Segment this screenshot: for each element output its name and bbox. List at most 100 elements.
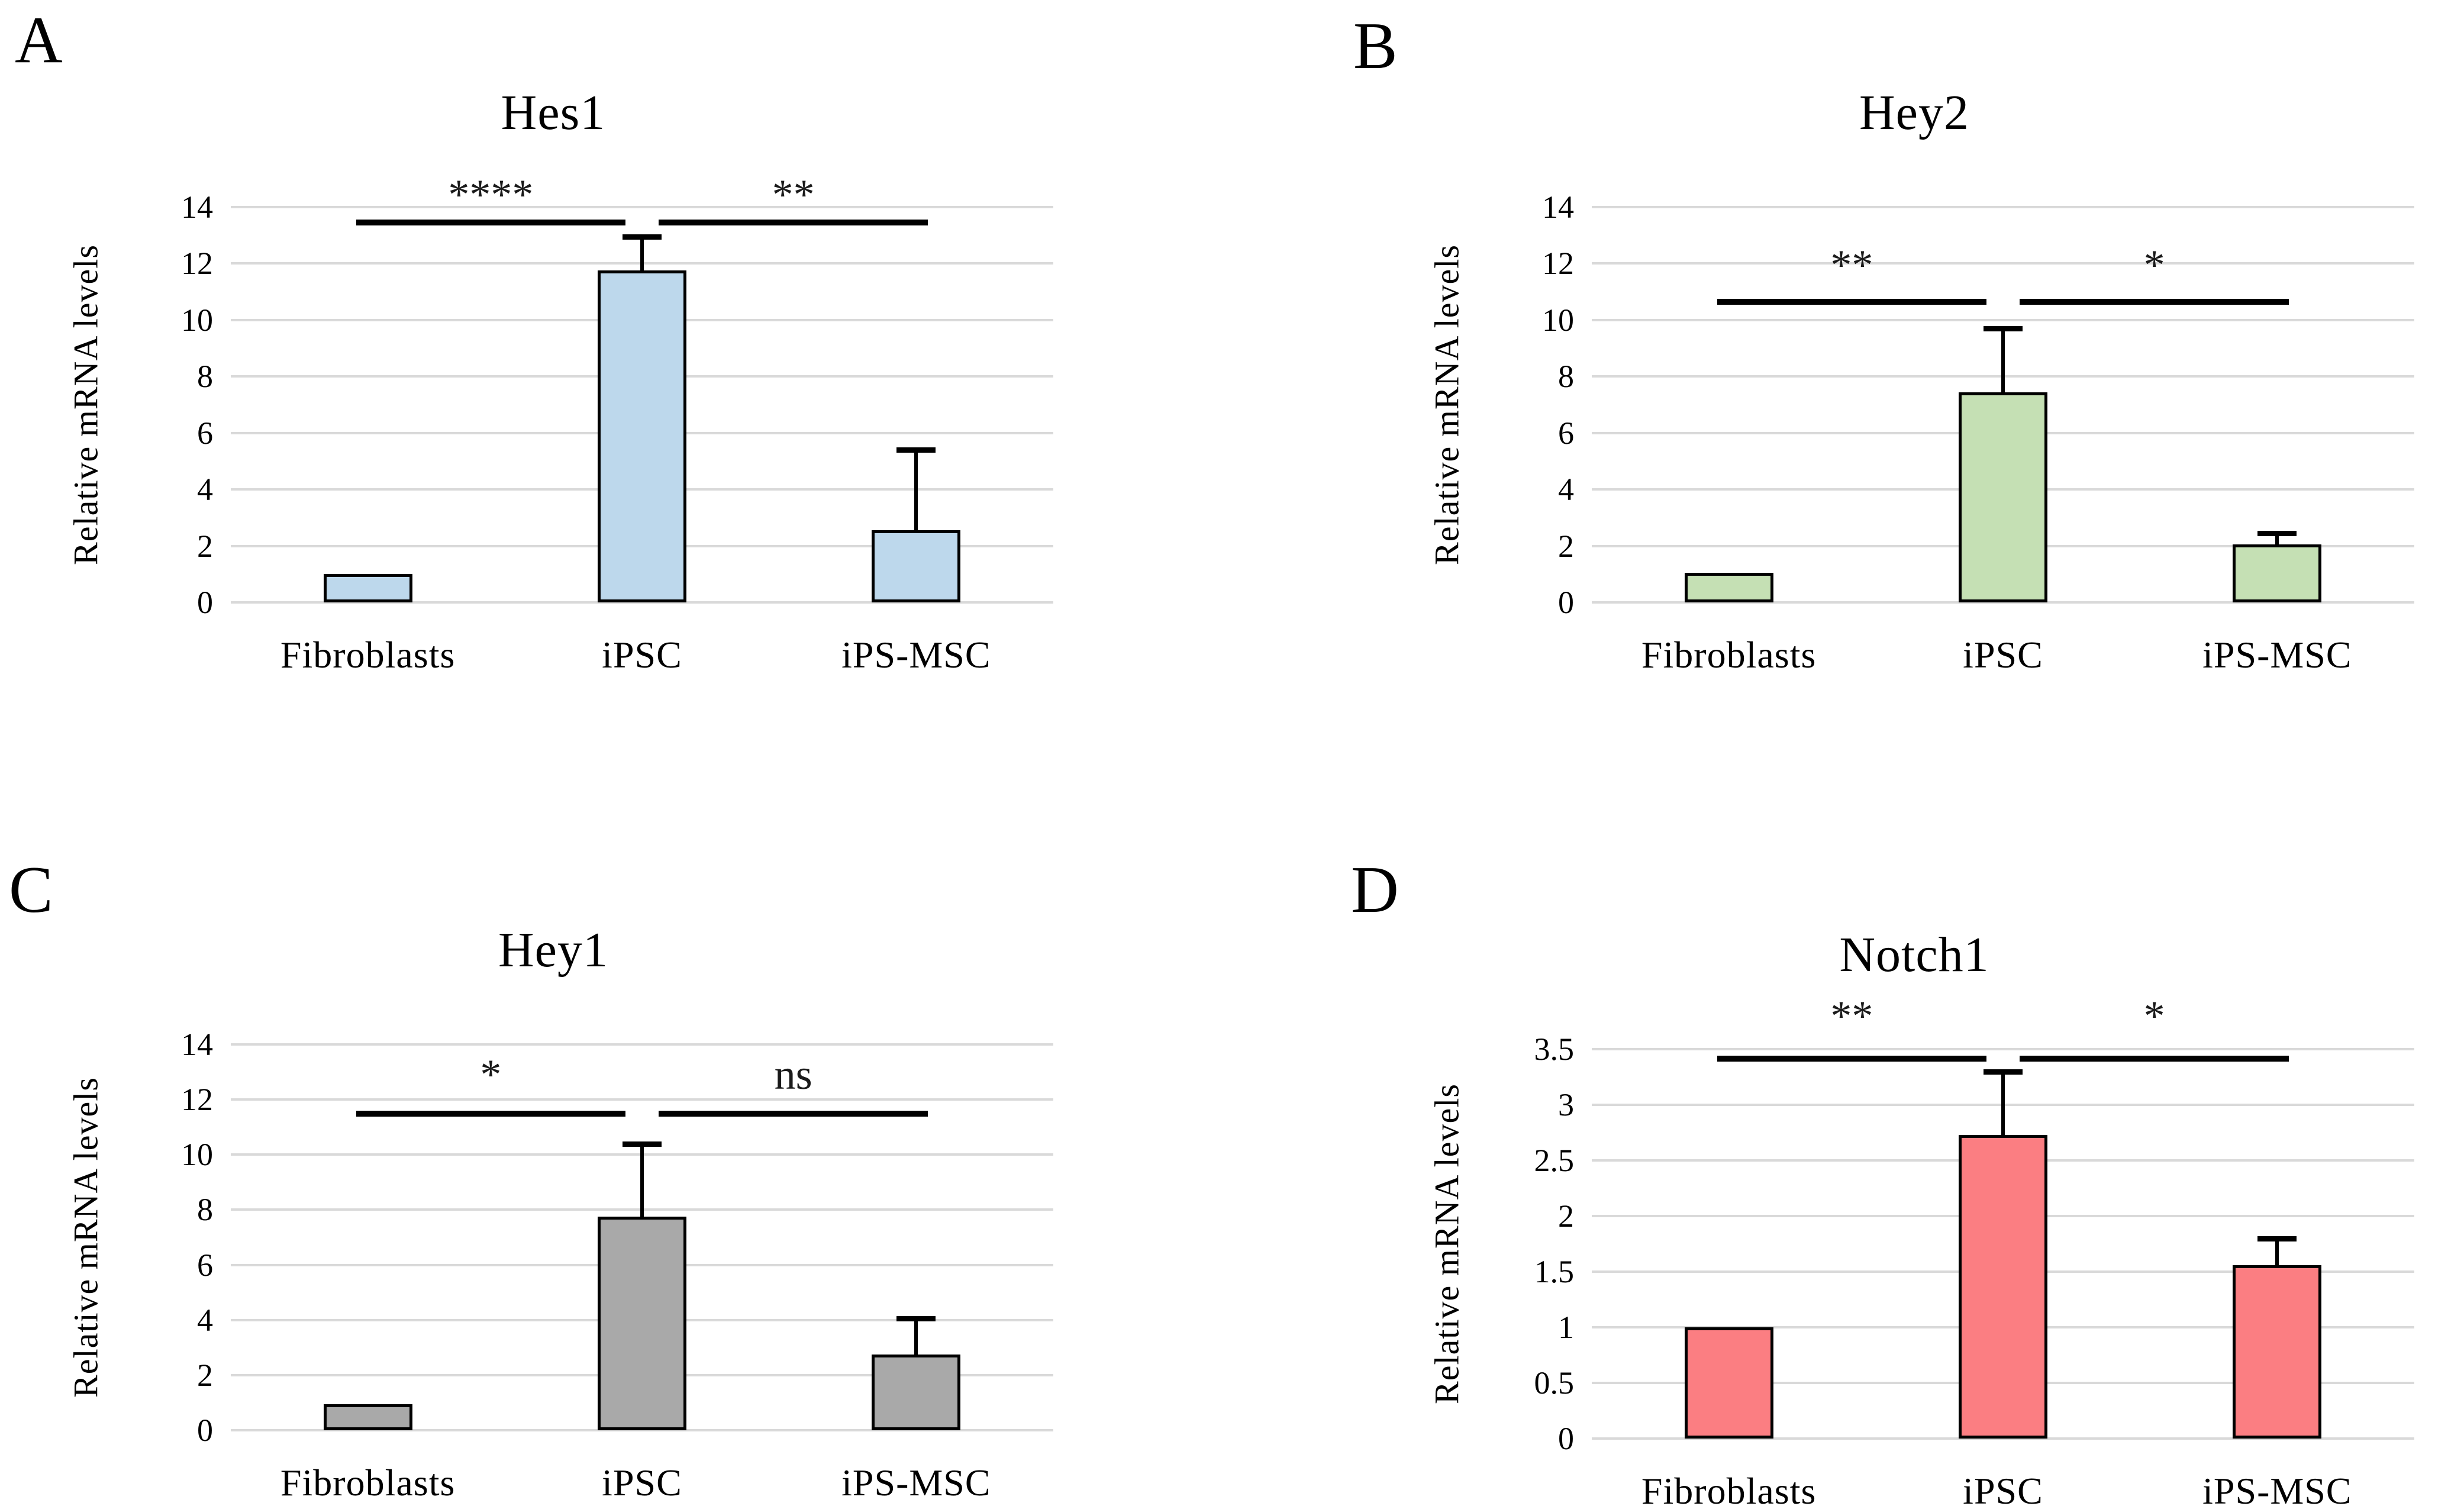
- y-tick-label: 10: [181, 302, 213, 338]
- error-bar-cap: [623, 234, 662, 240]
- y-tick-label: 12: [1542, 246, 1574, 282]
- plot-area: Fibroblasts iPSC iPS-MSC ** *: [1592, 206, 2414, 676]
- error-bar-cap: [623, 1141, 662, 1147]
- y-tick-label: 6: [197, 415, 213, 451]
- y-tick-label: 0: [1558, 1421, 1574, 1456]
- significance-line: [1717, 1056, 1986, 1062]
- x-axis-category-label: Fibroblasts: [1641, 1470, 1817, 1506]
- y-tick-label: 4: [197, 472, 213, 508]
- significance-label: **: [1830, 992, 1873, 1040]
- x-axis-category-label: iPS-MSC: [2202, 634, 2352, 676]
- bar-Fibroblasts: [323, 574, 412, 602]
- y-tick-label: 10: [1542, 302, 1574, 338]
- error-bar-cap: [2257, 531, 2297, 537]
- bar-Fibroblasts: [323, 1404, 412, 1430]
- gridline: [1592, 262, 2414, 265]
- error-bar: [2001, 1071, 2005, 1135]
- significance-label: **: [772, 170, 815, 218]
- bar-iPS-MSC: [872, 1354, 961, 1430]
- plot-area: Fibroblasts iPSC iPS-MSC **** **: [231, 173, 1053, 676]
- y-tick-label: 0.5: [1534, 1365, 1575, 1401]
- x-axis-category-label: iPSC: [1963, 634, 2043, 676]
- gridline: [1592, 1048, 2414, 1050]
- y-tick-label: 2: [1558, 1198, 1574, 1234]
- significance-line: [2020, 299, 2289, 305]
- x-axis-category-label: Fibroblasts: [280, 1462, 456, 1504]
- bar-iPSC: [598, 270, 686, 602]
- bar-iPSC: [598, 1217, 686, 1430]
- significance-line: [356, 220, 625, 226]
- y-tick-label: 12: [181, 246, 213, 282]
- gridline: [1592, 1437, 2414, 1440]
- x-axis-category-label: iPS-MSC: [841, 634, 991, 676]
- y-tick-label: 6: [1558, 415, 1574, 451]
- x-axis-category-label: Fibroblasts: [1641, 634, 1817, 676]
- error-bar: [914, 450, 918, 531]
- y-tick-label: 4: [1558, 472, 1574, 508]
- x-axis-category-label: iPSC: [602, 1462, 682, 1504]
- y-tick-label: 14: [181, 1027, 213, 1062]
- panel-letter-d: D: [1351, 853, 1399, 927]
- gridline: [231, 1098, 1053, 1101]
- significance-label: ****: [448, 170, 534, 218]
- bar-Fibroblasts: [1684, 1327, 1773, 1439]
- y-tick-label: 0: [197, 585, 213, 620]
- y-tick-label: 12: [181, 1082, 213, 1118]
- gridline: [1592, 206, 2414, 208]
- y-tick-label: 2.5: [1534, 1143, 1575, 1178]
- y-tick-label: 1.5: [1534, 1254, 1575, 1289]
- y-tick-label: 2: [1558, 528, 1574, 564]
- chart-title-notch1: Notch1: [1839, 927, 1989, 982]
- error-bar-cap: [1984, 1069, 2023, 1075]
- chart-title-hes1: Hes1: [501, 85, 606, 140]
- significance-line: [659, 220, 928, 226]
- panel-letter-a: A: [15, 4, 63, 77]
- y-tick-label: 4: [197, 1302, 213, 1338]
- y-tick-label: 6: [197, 1247, 213, 1283]
- significance-label: ns: [774, 1051, 812, 1099]
- y-tick-label: 14: [1542, 189, 1574, 225]
- y-tick-label: 2: [197, 1357, 213, 1393]
- y-tick-label: 10: [181, 1137, 213, 1173]
- significance-line: [659, 1110, 928, 1117]
- error-bar: [914, 1318, 918, 1355]
- error-bar: [2275, 533, 2279, 545]
- y-axis-label-wrap: Relative mRNA levels: [1426, 1049, 1468, 1439]
- x-axis-category-label: iPSC: [602, 634, 682, 676]
- significance-line: [356, 1110, 625, 1117]
- chart-title-hey2: Hey2: [1859, 85, 1969, 140]
- error-bar: [2275, 1238, 2279, 1265]
- x-axis-category-label: iPSC: [1963, 1470, 2043, 1506]
- error-bar-cap: [896, 447, 936, 453]
- gridline: [231, 601, 1053, 604]
- y-tick-label: 2: [197, 528, 213, 564]
- error-bar: [640, 1143, 644, 1217]
- gridline: [231, 1429, 1053, 1431]
- panel-letter-b: B: [1353, 9, 1398, 83]
- gridline: [231, 206, 1053, 208]
- plot-area: Fibroblasts iPSC iPS-MSC * ns: [231, 1043, 1053, 1504]
- y-tick-label: 8: [197, 359, 213, 395]
- bar-iPS-MSC: [2233, 544, 2322, 602]
- significance-label: *: [2143, 992, 2165, 1040]
- plot-area: Fibroblasts iPSC iPS-MSC ** *: [1592, 995, 2414, 1506]
- y-tick-label: 0: [197, 1413, 213, 1448]
- bar-Fibroblasts: [1684, 572, 1773, 602]
- significance-line: [2020, 1056, 2289, 1062]
- y-tick-label: 3.5: [1534, 1031, 1575, 1067]
- significance-label: **: [1830, 241, 1873, 289]
- significance-line: [1717, 299, 1986, 305]
- y-tick-label: 14: [181, 189, 213, 225]
- significance-label: *: [480, 1051, 502, 1099]
- gridline: [231, 1043, 1053, 1046]
- gridline: [1592, 601, 2414, 604]
- x-axis-category-label: Fibroblasts: [280, 634, 456, 676]
- error-bar-cap: [896, 1316, 936, 1322]
- bar-iPS-MSC: [872, 530, 961, 602]
- y-tick-label: 0: [1558, 585, 1574, 620]
- significance-label: *: [2143, 241, 2165, 289]
